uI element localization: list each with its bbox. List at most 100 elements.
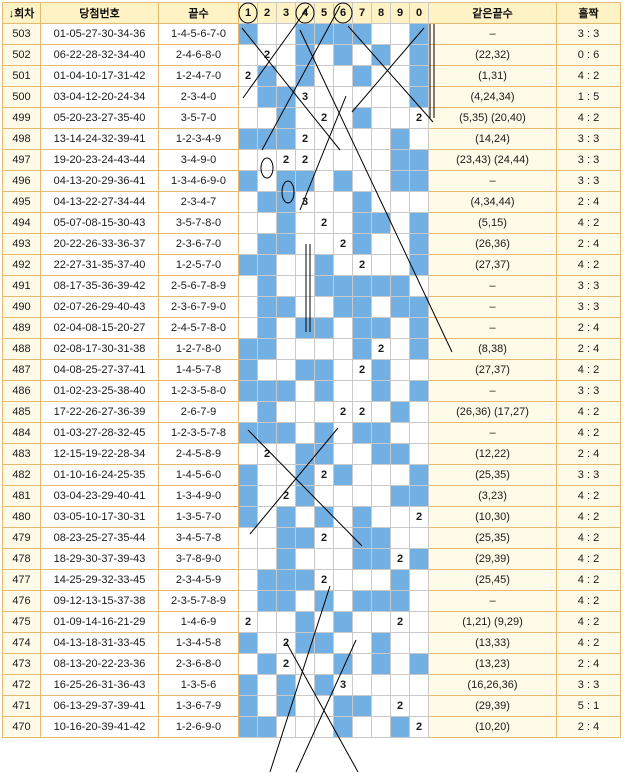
digit-count-cell-8 [371,317,391,339]
digit-count-cell-0 [409,23,429,45]
digit-count-cell-6 [333,149,353,171]
digit-count-cell-5 [314,422,334,444]
digit-count-cell-9 [390,674,410,696]
digit-count-cell-6 [333,212,353,234]
end-digits-cell: 1-2-5-7-0 [158,254,239,276]
round-number-cell: 503 [2,23,41,45]
odd-even-ratio-cell: 4 : 2 [556,359,621,381]
digit-count-cell-7 [352,464,372,486]
same-end-pairs-cell: – [428,317,557,339]
digit-count-cell-7 [352,212,372,234]
same-end-pairs-cell: (4,34,44) [428,191,557,213]
digit-count-cell-1: 2 [238,65,258,87]
digit-count-cell-4 [295,296,315,318]
digit-count-cell-4 [295,590,315,612]
odd-even-ratio-cell: 2 : 4 [556,443,621,465]
digit-count-cell-0 [409,653,429,675]
end-digits-cell: 1-2-3-5-8-0 [158,380,239,402]
round-number-cell: 493 [2,233,41,255]
same-end-pairs-cell: (10,30) [428,506,557,528]
same-end-pairs-cell: (13,33) [428,632,557,654]
same-end-pairs-cell: – [428,422,557,444]
digit-count-cell-8 [371,716,391,738]
digit-count-cell-9 [390,443,410,465]
round-number-cell: 491 [2,275,41,297]
digit-count-cell-3 [276,128,296,150]
digit-count-cell-6 [333,527,353,549]
digit-count-cell-7 [352,590,372,612]
digit-count-cell-5 [314,149,334,171]
digit-count-cell-6 [333,170,353,192]
odd-even-ratio-cell: 5 : 1 [556,695,621,717]
digit-count-cell-5 [314,170,334,192]
digit-count-cell-6 [333,632,353,654]
digit-count-cell-0 [409,317,429,339]
end-digits-cell: 2-4-6-8-0 [158,44,239,66]
digit-count-cell-1 [238,254,258,276]
digit-count-cell-4 [295,359,315,381]
digit-count-cell-6 [333,590,353,612]
digit-count-cell-6 [333,44,353,66]
same-end-pairs-cell: (27,37) [428,254,557,276]
digit-count-cell-4 [295,443,315,465]
digit-count-cell-7 [352,380,372,402]
digit-count-cell-5 [314,275,334,297]
digit-count-cell-0 [409,128,429,150]
same-end-pairs-cell: – [428,275,557,297]
digit-count-cell-7 [352,569,372,591]
digit-count-cell-6 [333,23,353,45]
odd-even-ratio-cell: 4 : 2 [556,107,621,129]
end-digits-cell: 2-3-6-7-0 [158,233,239,255]
digit-count-cell-1 [238,632,258,654]
digit-count-cell-6 [333,611,353,633]
winning-numbers-cell: 01-10-16-24-25-35 [40,464,159,486]
digit-count-cell-1 [238,464,258,486]
odd-even-ratio-cell: 2 : 4 [556,317,621,339]
same-end-pairs-cell: (5,15) [428,212,557,234]
odd-even-ratio-cell: 4 : 2 [556,590,621,612]
digit-count-cell-3 [276,695,296,717]
digit-count-cell-9 [390,338,410,360]
digit-count-cell-6 [333,464,353,486]
digit-count-cell-9 [390,212,410,234]
digit-count-cell-4 [295,485,315,507]
end-digits-cell: 1-2-6-9-0 [158,716,239,738]
table-row: 474 04-13-18-31-33-45 1-3-4-5-8 2 (13,33) 4 :… [2,632,621,654]
digit-count-cell-3 [276,65,296,87]
end-digits-cell: 1-3-4-6-9-0 [158,170,239,192]
digit-count-cell-8 [371,191,391,213]
digit-count-cell-9 [390,422,410,444]
round-number-cell: 485 [2,401,41,423]
digit-count-cell-5 [314,485,334,507]
digit-count-cell-2 [257,527,277,549]
digit-count-cell-0 [409,86,429,108]
digit-count-cell-0 [409,632,429,654]
digit-count-cell-7 [352,191,372,213]
digit-count-cell-5: 2 [314,569,334,591]
digit-count-cell-4 [295,23,315,45]
digit-count-cell-0 [409,695,429,717]
digit-count-cell-8 [371,107,391,129]
round-number-cell: 472 [2,674,41,696]
odd-even-ratio-cell: 4 : 2 [556,632,621,654]
digit-count-cell-3: 2 [276,653,296,675]
digit-count-cell-2 [257,275,277,297]
table-row: 487 04-08-25-27-37-41 1-4-5-7-8 2 (27,37) 4 :… [2,359,621,381]
digit-count-cell-2 [257,506,277,528]
digit-count-cell-2 [257,422,277,444]
round-number-cell: 483 [2,443,41,465]
digit-count-cell-3 [276,548,296,570]
odd-even-ratio-cell: 4 : 2 [556,611,621,633]
end-digits-cell: 1-3-5-7-0 [158,506,239,528]
digit-count-cell-1 [238,422,258,444]
digit-count-cell-3 [276,107,296,129]
odd-even-ratio-cell: 4 : 2 [556,254,621,276]
digit-count-cell-9 [390,254,410,276]
odd-even-ratio-cell: 4 : 2 [556,485,621,507]
digit-count-cell-7 [352,107,372,129]
digit-count-cell-2 [257,254,277,276]
digit-count-cell-8 [371,275,391,297]
odd-even-ratio-cell: 1 : 5 [556,86,621,108]
col-header-round-sort[interactable]: ↓회차 [2,2,41,24]
end-digits-cell: 3-7-8-9-0 [158,548,239,570]
